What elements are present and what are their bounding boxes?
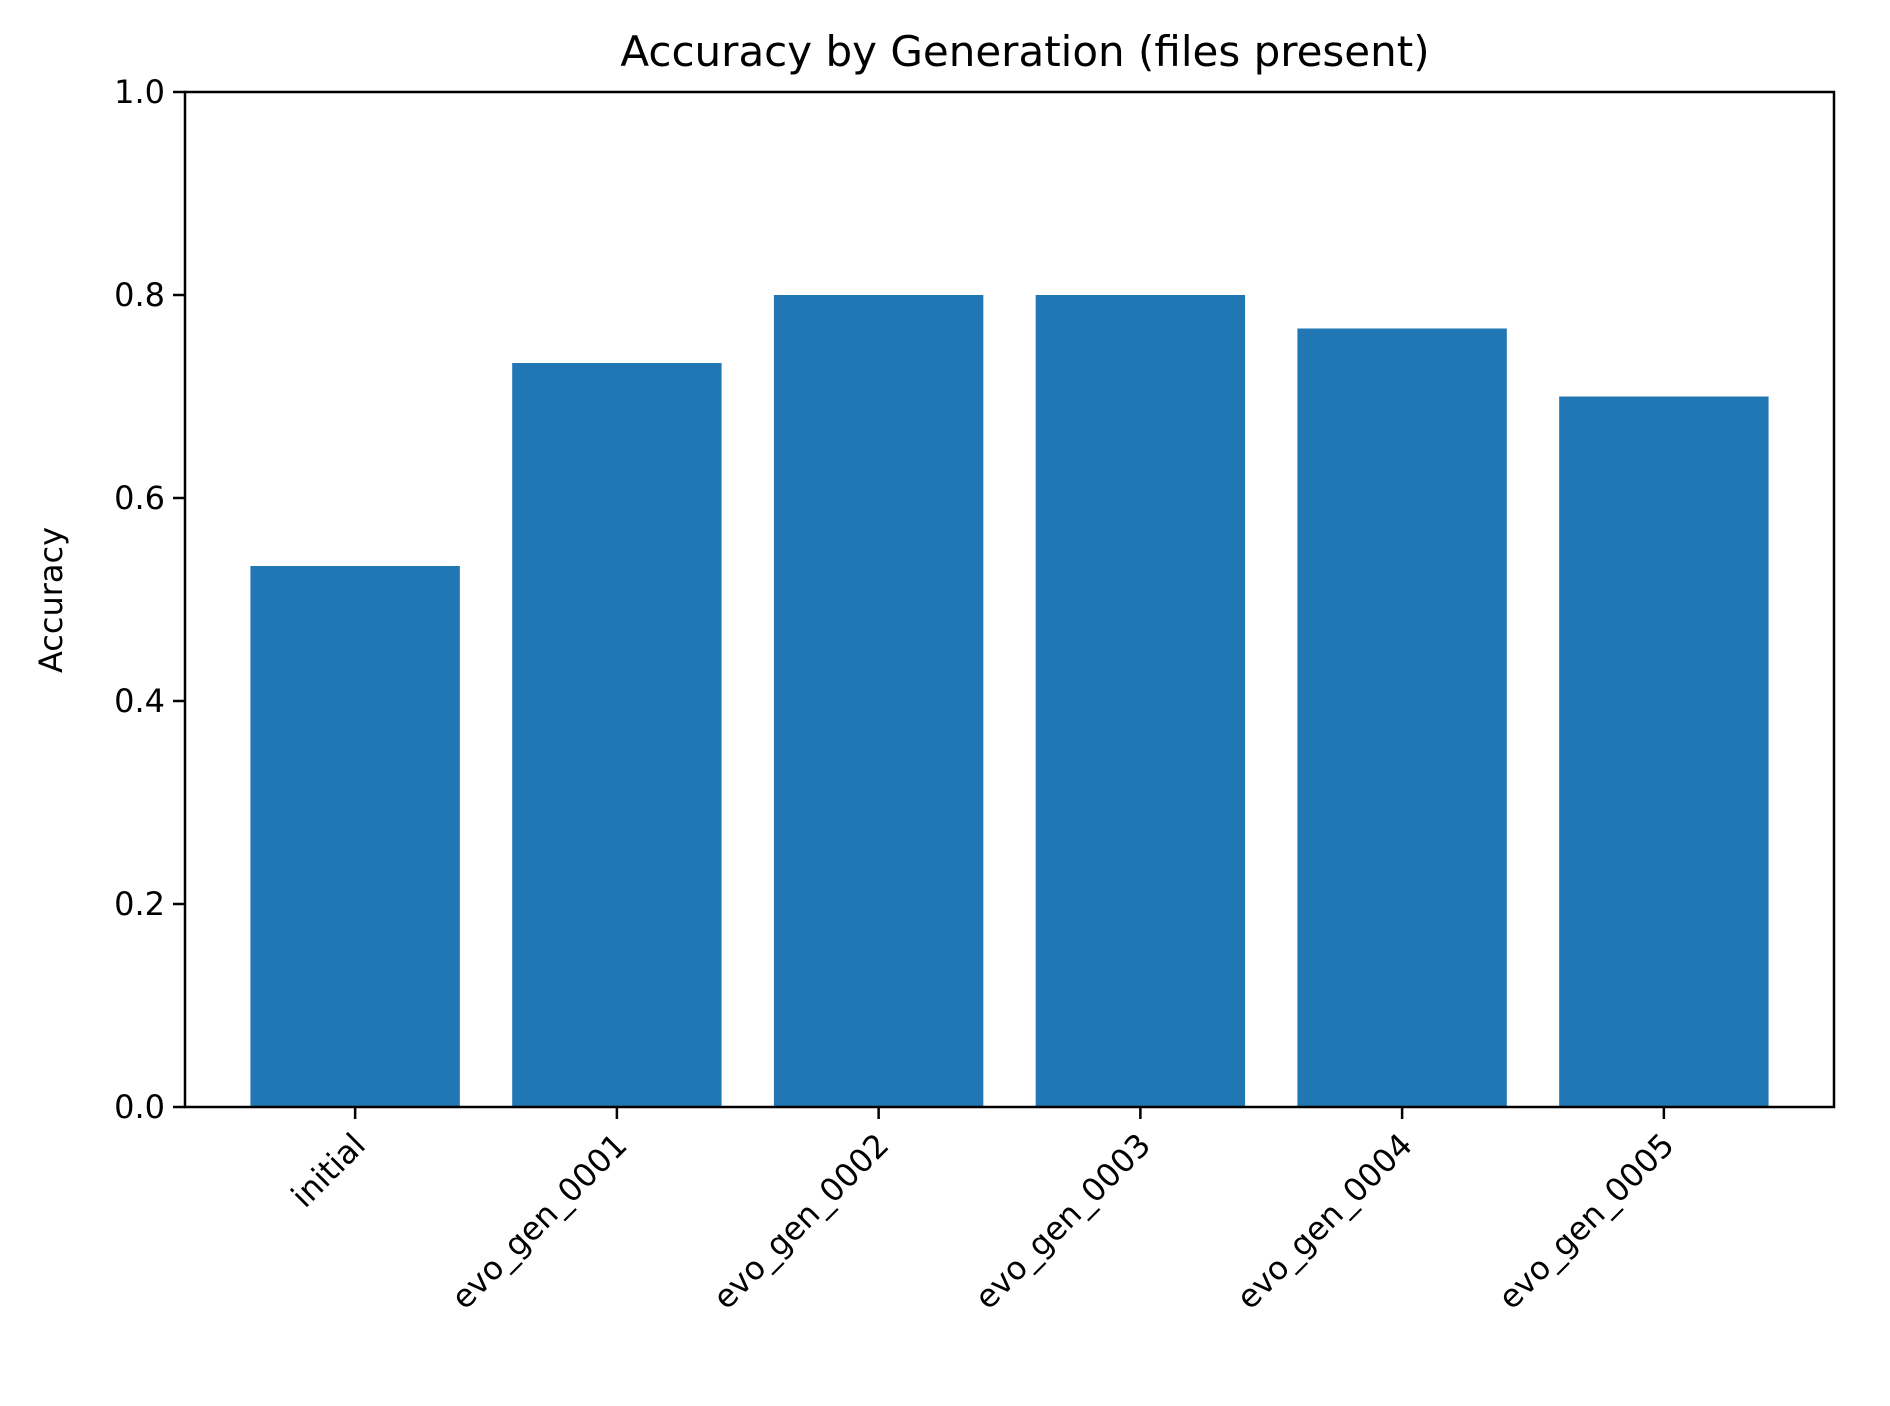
- bar-evo_gen_0004: [1297, 328, 1507, 1107]
- y-axis-label: Accuracy: [32, 527, 70, 673]
- bar-evo_gen_0002: [773, 295, 984, 1107]
- y-tick-label: 0.4: [114, 682, 165, 720]
- y-tick-label: 0.6: [114, 479, 165, 517]
- y-tick-label: 1.0: [114, 73, 165, 111]
- bar-evo_gen_0001: [512, 363, 722, 1107]
- y-tick-label: 0.0: [114, 1088, 165, 1126]
- y-tick-label: 0.2: [114, 885, 165, 923]
- bar-evo_gen_0003: [1035, 295, 1246, 1107]
- bars-group: [250, 295, 1769, 1107]
- plot-area-frame: [183, 90, 1836, 1109]
- y-axis-ticks: 0.0 0.2 0.4 0.6 0.8 1.0: [114, 73, 185, 1126]
- bar-initial: [250, 566, 460, 1107]
- y-tick-label: 0.8: [114, 276, 165, 314]
- bar-evo_gen_0005: [1559, 396, 1769, 1107]
- chart-title: Accuracy by Generation (files present): [620, 27, 1429, 76]
